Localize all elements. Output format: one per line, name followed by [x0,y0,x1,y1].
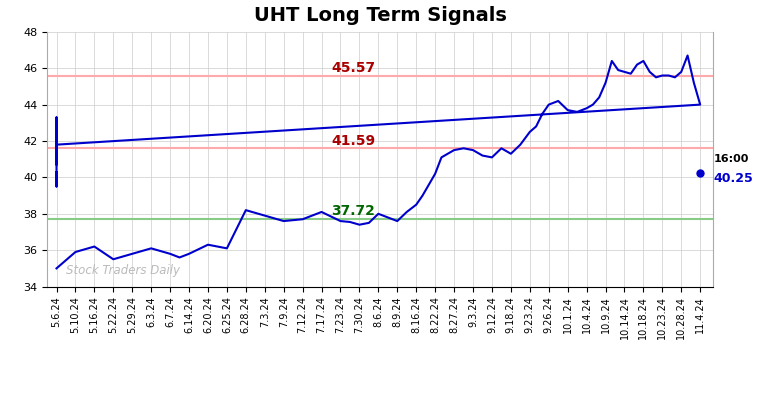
Title: UHT Long Term Signals: UHT Long Term Signals [254,6,506,25]
Text: Stock Traders Daily: Stock Traders Daily [66,264,180,277]
Text: 40.25: 40.25 [713,172,753,185]
Text: 45.57: 45.57 [332,61,376,75]
Text: 37.72: 37.72 [332,204,376,218]
Text: 41.59: 41.59 [332,134,376,148]
Text: 16:00: 16:00 [713,154,749,164]
